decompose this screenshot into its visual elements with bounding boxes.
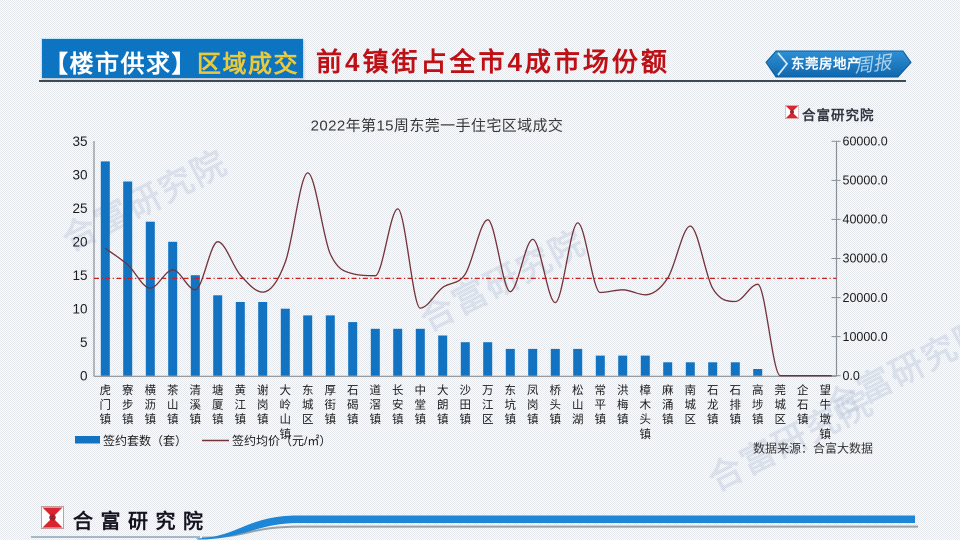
svg-text:厚街镇: 厚街镇 (324, 384, 336, 426)
svg-text:大岭山镇: 大岭山镇 (279, 383, 291, 441)
svg-text:40000.0: 40000.0 (843, 213, 888, 227)
svg-text:石排镇: 石排镇 (729, 385, 741, 426)
svg-text:0.0: 0.0 (843, 369, 860, 383)
svg-text:万江区: 万江区 (482, 385, 494, 426)
svg-text:签约均价（元/㎡）: 签约均价（元/㎡） (232, 433, 331, 448)
svg-text:虎门镇: 虎门镇 (99, 384, 111, 426)
svg-text:10000.0: 10000.0 (843, 330, 888, 344)
svg-text:20: 20 (72, 234, 87, 249)
svg-text:中堂镇: 中堂镇 (414, 384, 426, 426)
svg-text:东城区: 东城区 (302, 384, 314, 426)
svg-text:30: 30 (72, 167, 87, 182)
svg-text:沙田镇: 沙田镇 (459, 384, 471, 426)
svg-text:企石镇: 企石镇 (797, 383, 809, 426)
svg-text:横沥镇: 横沥镇 (144, 383, 156, 426)
svg-text:麻涌镇: 麻涌镇 (662, 383, 674, 426)
svg-text:高埗镇: 高埗镇 (752, 383, 764, 426)
svg-text:谢岗镇: 谢岗镇 (257, 383, 269, 426)
svg-text:签约套数（套）: 签约套数（套） (103, 433, 187, 448)
svg-text:寮步镇: 寮步镇 (122, 383, 134, 426)
svg-text:凤岗镇: 凤岗镇 (527, 384, 539, 426)
svg-text:常平镇: 常平镇 (594, 384, 606, 426)
svg-text:25: 25 (72, 201, 87, 216)
svg-text:东坑镇: 东坑镇 (504, 384, 516, 426)
svg-text:清溪镇: 清溪镇 (189, 384, 201, 426)
svg-text:松山湖: 松山湖 (572, 383, 584, 426)
svg-text:周报: 周报 (853, 52, 894, 77)
svg-text:2022年第15周东莞一手住宅区域成交: 2022年第15周东莞一手住宅区域成交 (311, 117, 564, 135)
svg-text:5: 5 (80, 335, 88, 350)
svg-text:大朗镇: 大朗镇 (437, 383, 449, 426)
svg-text:10: 10 (72, 301, 87, 316)
svg-text:15: 15 (72, 268, 87, 283)
svg-text:道滘镇: 道滘镇 (369, 383, 381, 426)
svg-text:20000.0: 20000.0 (843, 291, 888, 305)
svg-text:长安镇: 长安镇 (392, 384, 404, 426)
svg-text:洪梅镇: 洪梅镇 (617, 383, 629, 426)
svg-text:茶山镇: 茶山镇 (167, 384, 179, 426)
svg-text:塘厦镇: 塘厦镇 (212, 383, 224, 426)
svg-text:石龙镇: 石龙镇 (707, 385, 719, 426)
svg-text:东莞房地产: 东莞房地产 (791, 56, 861, 72)
svg-text:30000.0: 30000.0 (843, 252, 888, 266)
svg-text:桥头镇: 桥头镇 (549, 384, 561, 426)
svg-text:黄江镇: 黄江镇 (234, 383, 246, 426)
svg-text:望牛墩镇: 望牛墩镇 (819, 384, 831, 441)
svg-text:60000.0: 60000.0 (843, 135, 888, 149)
svg-text:樟木头镇: 樟木头镇 (639, 383, 651, 441)
svg-text:0: 0 (80, 368, 88, 383)
svg-text:50000.0: 50000.0 (843, 174, 888, 188)
svg-text:南城区: 南城区 (684, 383, 696, 426)
svg-text:莞城区: 莞城区 (774, 384, 786, 426)
svg-text:石碣镇: 石碣镇 (347, 385, 359, 426)
svg-text:35: 35 (72, 134, 87, 149)
svg-text:数据来源：合富大数据: 数据来源：合富大数据 (753, 441, 873, 456)
